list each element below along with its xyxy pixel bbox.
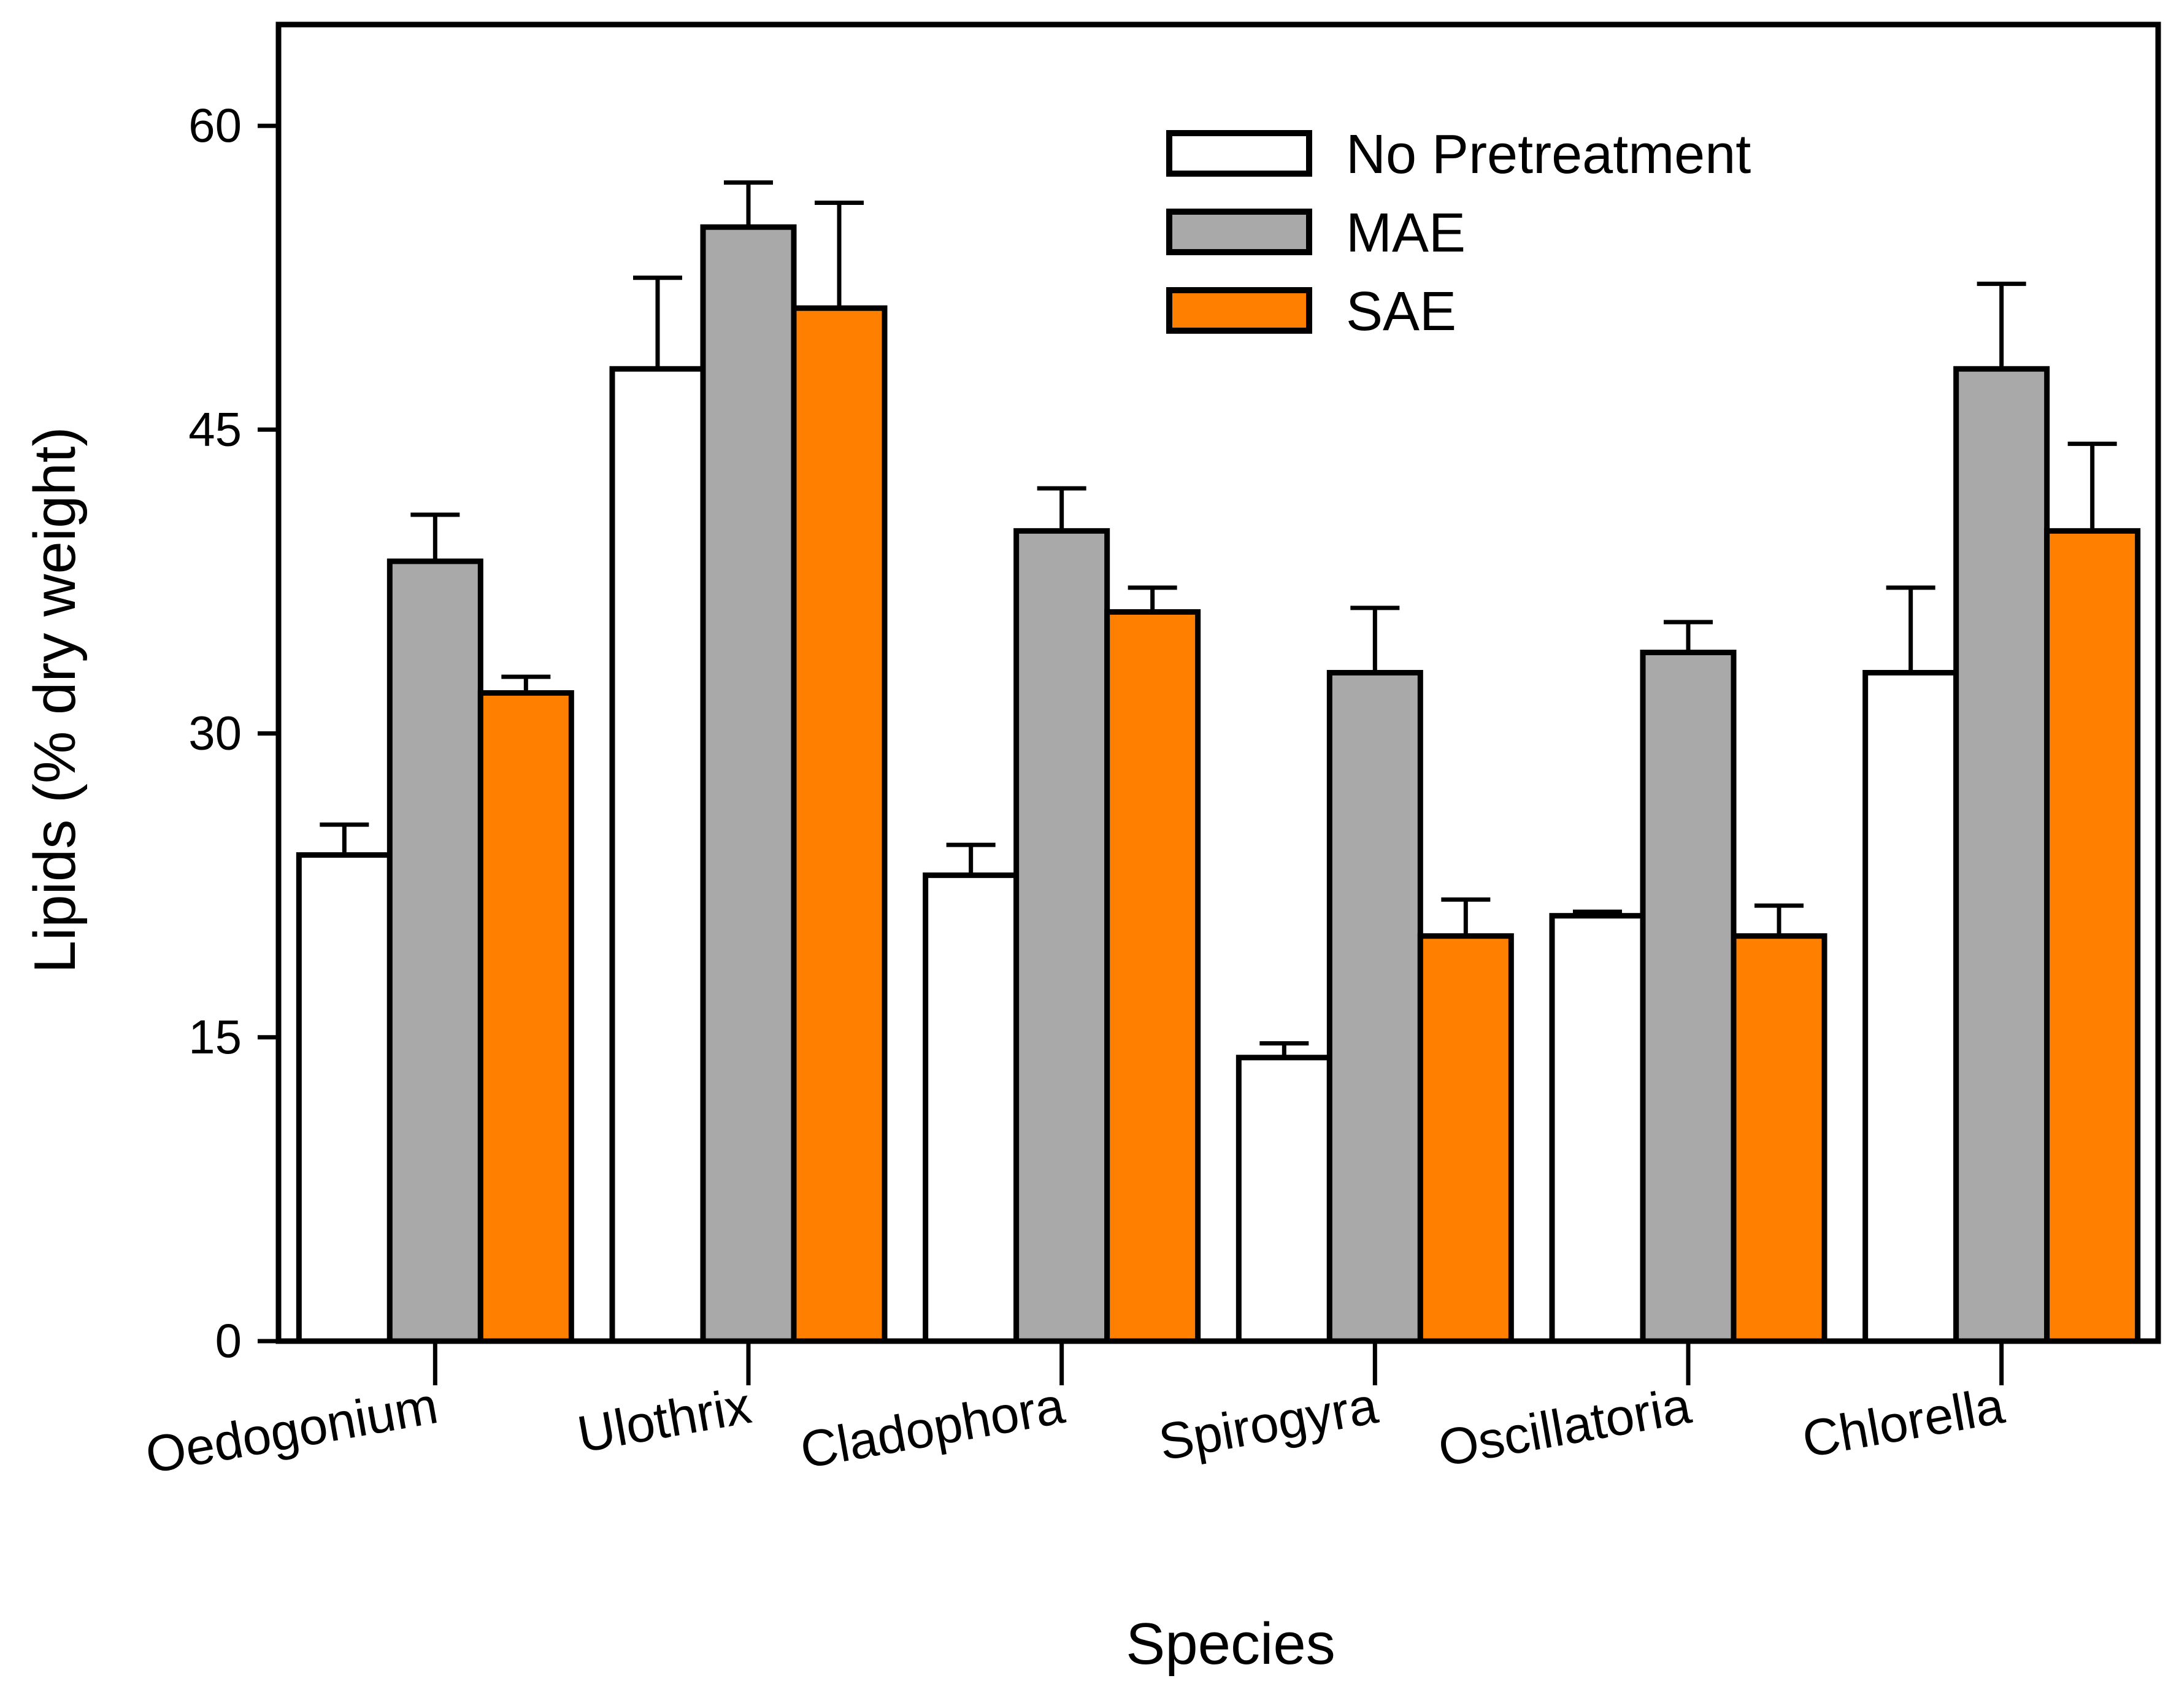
bar-no-pretreatment <box>296 852 393 1344</box>
legend-label: MAE <box>1346 202 1466 264</box>
x-category-label: Oscillatoria <box>1434 1376 1696 1477</box>
bar-mae <box>1953 366 2050 1344</box>
y-tick-label: 15 <box>188 1010 242 1064</box>
error-bars-layer <box>320 180 2117 1058</box>
legend: No Pretreatment MAE SAE <box>1166 124 1751 342</box>
legend-label: No Pretreatment <box>1346 124 1751 185</box>
legend-label: SAE <box>1346 281 1456 342</box>
bar-sae <box>2044 528 2141 1344</box>
bar-no-pretreatment <box>1549 913 1646 1344</box>
bar-sae <box>1417 933 1514 1344</box>
bar-mae <box>1326 669 1423 1344</box>
x-category-label: Cladophora <box>796 1376 1069 1479</box>
y-tick-label: 60 <box>188 98 242 152</box>
bar-sae <box>791 305 888 1344</box>
legend-swatch <box>1166 287 1312 334</box>
bar-no-pretreatment <box>923 872 1020 1344</box>
legend-swatch <box>1166 209 1312 255</box>
y-tick-label: 45 <box>188 402 242 456</box>
bar-mae <box>386 558 483 1344</box>
bar-no-pretreatment <box>1862 669 1959 1344</box>
y-tick-label: 30 <box>188 706 242 760</box>
x-category-label: Chlorella <box>1798 1376 2008 1468</box>
y-axis-title: Lipids (% dry weight) <box>22 427 88 974</box>
bar-sae <box>1104 609 1201 1344</box>
legend-swatch <box>1166 130 1312 177</box>
x-axis-title: Species <box>1126 1611 1335 1677</box>
bar-mae <box>1013 528 1110 1344</box>
bar-sae <box>1731 933 1827 1344</box>
y-tick-label: 0 <box>215 1314 242 1368</box>
plot-frame <box>275 21 2161 1344</box>
bars-layer <box>296 224 2141 1344</box>
bar-mae <box>700 224 797 1344</box>
x-category-label: Spirogyra <box>1155 1376 1382 1471</box>
bar-no-pretreatment <box>1236 1055 1332 1344</box>
x-category-label: Ulothrix <box>573 1376 755 1463</box>
bar-mae <box>1640 649 1737 1344</box>
bar-no-pretreatment <box>609 366 706 1344</box>
bar-sae <box>477 690 574 1344</box>
x-category-label: Oedogonium <box>141 1376 442 1484</box>
